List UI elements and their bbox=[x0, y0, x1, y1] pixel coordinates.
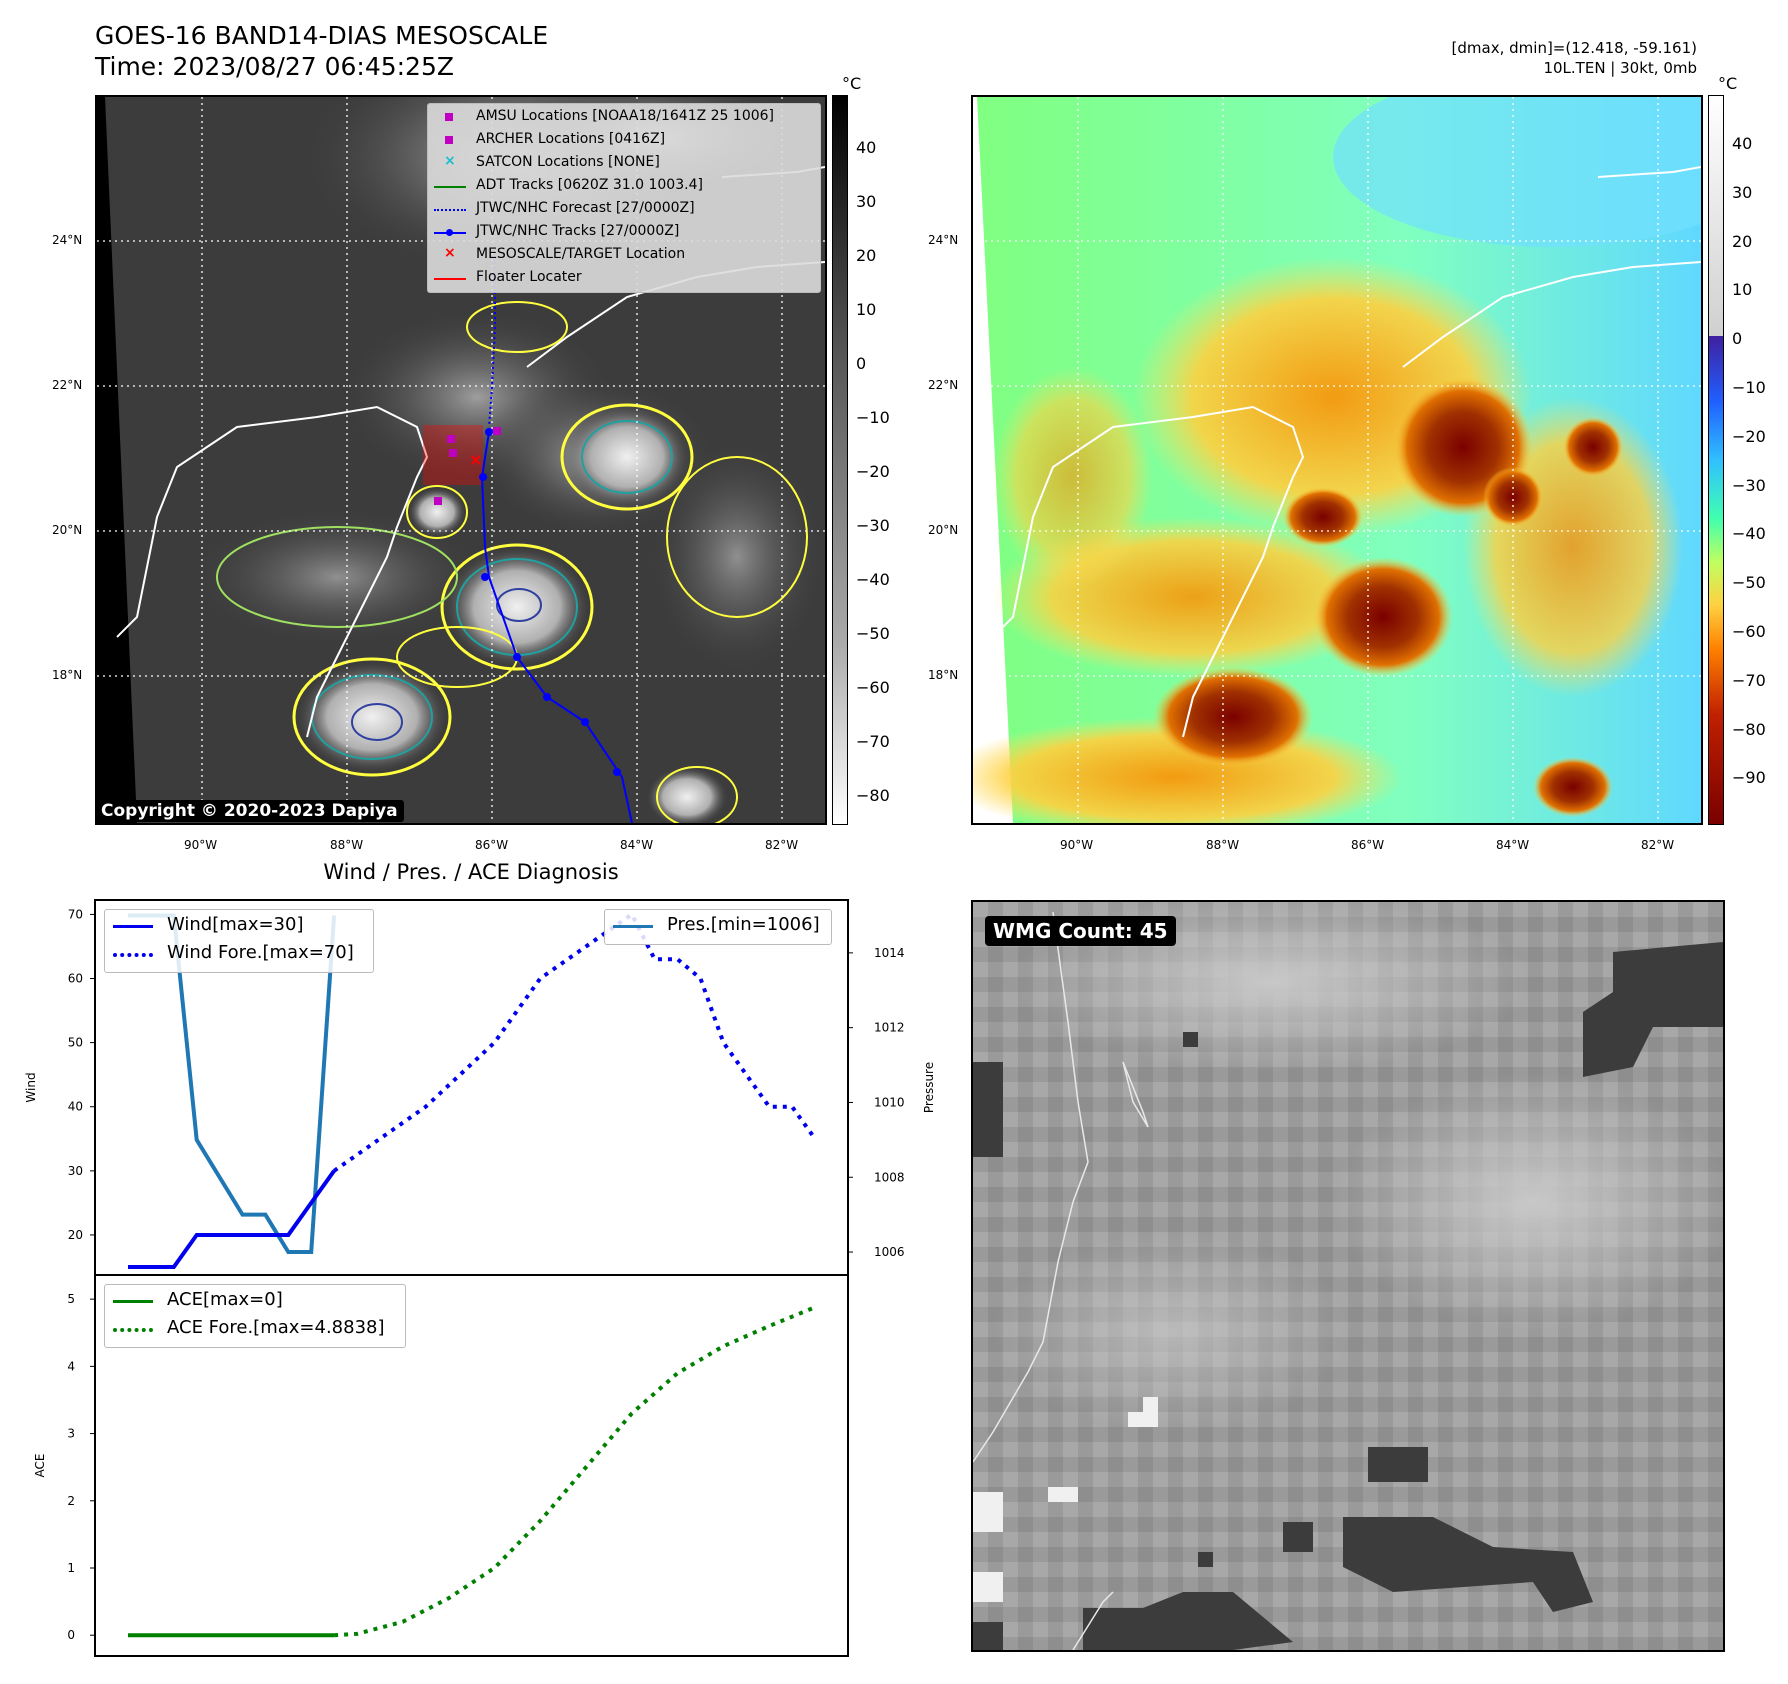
enhanced-colorbar-tick-label: −90 bbox=[1732, 768, 1766, 788]
ace-plot-frame bbox=[94, 1274, 849, 1657]
line-icon bbox=[434, 186, 466, 188]
dmax-dmin-text: [dmax, dmin]=(12.418, -59.161) bbox=[1451, 39, 1697, 57]
ir-colorbar-tick-label: −60 bbox=[856, 678, 890, 697]
x-marker-icon: × bbox=[444, 245, 456, 261]
enhanced-colorbar-unit: °C bbox=[1718, 74, 1738, 93]
title-line-2: Time: 2023/08/27 06:45:25Z bbox=[95, 52, 454, 81]
enhanced-colorbar bbox=[1708, 95, 1724, 825]
ir-colorbar-tick-label: 20 bbox=[856, 246, 877, 265]
ace-axis-label: ACE bbox=[33, 1454, 47, 1478]
pressure-ytick-label: 1006 bbox=[874, 1245, 905, 1259]
ir-colorbar-tick-label: −40 bbox=[856, 570, 890, 589]
ir-colorbar bbox=[832, 95, 848, 825]
ir-colorbar-tick-label: −30 bbox=[856, 516, 890, 535]
enhanced-colorbar-tick-label: −20 bbox=[1732, 426, 1766, 446]
wind-ytick-label: 50 bbox=[68, 1036, 83, 1050]
ir-colorbar-tick-label: −20 bbox=[856, 462, 890, 481]
line-icon bbox=[113, 925, 153, 928]
wind-legend: Wind[max=30] Wind Fore.[max=70] bbox=[104, 909, 374, 973]
enhanced-colorbar-tick-label: −50 bbox=[1732, 573, 1766, 593]
pressure-ytick-label: 1014 bbox=[874, 946, 905, 960]
ace-legend: ACE[max=0] ACE Fore.[max=4.8838] bbox=[104, 1284, 406, 1348]
wmg-panel: WMG Count: 45 bbox=[971, 900, 1725, 1652]
square-icon bbox=[445, 113, 453, 121]
copyright-label: Copyright © 2020-2023 Dapiya bbox=[97, 800, 404, 822]
line-icon bbox=[613, 925, 653, 928]
wind-axis-label: Wind bbox=[24, 1072, 38, 1102]
pressure-ytick-label: 1012 bbox=[874, 1021, 905, 1035]
enhanced-colorbar-tick-label: −10 bbox=[1732, 378, 1766, 397]
dotted-line-icon bbox=[434, 209, 466, 211]
pressure-legend: Pres.[min=1006] bbox=[604, 909, 832, 945]
ir-colorbar-tick-label: 0 bbox=[856, 354, 867, 373]
figure-title: GOES-16 BAND14-DIAS MESOSCALE Time: 2023… bbox=[95, 20, 548, 82]
pressure-ytick-label: 1010 bbox=[874, 1095, 905, 1109]
enhanced-map-image bbox=[973, 97, 1701, 823]
ace-forecast-series-line bbox=[333, 1305, 816, 1638]
ace-ytick-label: 4 bbox=[67, 1359, 75, 1373]
ace-ytick-label: 2 bbox=[67, 1494, 75, 1508]
ace-plot: 5 4 3 2 1 0 ACE bbox=[33, 1274, 849, 1657]
wind-series-line bbox=[128, 1169, 336, 1269]
enhanced-colorbar-tick-label: 30 bbox=[1732, 182, 1753, 202]
ir-colorbar-tick-label: −80 bbox=[856, 786, 890, 805]
wind-forecast-series-line bbox=[332, 911, 817, 1173]
wind-ytick-label: 70 bbox=[68, 907, 83, 921]
storm-info: [dmax, dmin]=(12.418, -59.161) 10L.TEN |… bbox=[1452, 38, 1697, 78]
wind-ytick-label: 30 bbox=[68, 1164, 83, 1178]
ir-map-panel: × AMSU Locations [NOAA18/1641Z 25 1006] … bbox=[95, 95, 827, 825]
pressure-ytick-label: 1008 bbox=[874, 1170, 905, 1184]
enhanced-map-panel bbox=[971, 95, 1703, 825]
ir-colorbar-unit: °C bbox=[842, 74, 862, 93]
wmg-image bbox=[973, 902, 1723, 1650]
ir-colorbar-tick-label: −50 bbox=[856, 624, 890, 643]
enhanced-colorbar-tick-label: −80 bbox=[1732, 719, 1766, 739]
ir-colorbar-tick-label: 30 bbox=[856, 192, 877, 211]
ace-ytick-label: 0 bbox=[67, 1628, 75, 1642]
title-line-1: GOES-16 BAND14-DIAS MESOSCALE bbox=[95, 21, 549, 50]
square-icon bbox=[445, 136, 453, 144]
enhanced-colorbar-tick-label: −30 bbox=[1732, 475, 1766, 495]
enhanced-colorbar-tick-label: 10 bbox=[1732, 280, 1753, 300]
enhanced-colorbar-tick-label: −60 bbox=[1732, 622, 1766, 641]
wind-ytick-label: 60 bbox=[68, 972, 83, 986]
ir-colorbar-tick-label: 40 bbox=[856, 138, 877, 157]
ir-colorbar-tick-label: −70 bbox=[856, 732, 890, 751]
wind-ytick-label: 40 bbox=[68, 1100, 83, 1114]
storm-status-text: 10L.TEN | 30kt, 0mb bbox=[1543, 59, 1697, 77]
line-icon bbox=[113, 1300, 153, 1303]
wmg-count-badge: WMG Count: 45 bbox=[985, 916, 1176, 946]
wind-ytick-label: 20 bbox=[68, 1228, 83, 1242]
enhanced-colorbar-tick-label: −40 bbox=[1732, 524, 1766, 544]
ace-ytick-label: 3 bbox=[67, 1427, 75, 1441]
enhanced-colorbar-tick-label: 20 bbox=[1732, 231, 1753, 251]
enhanced-colorbar-tick-label: −70 bbox=[1732, 670, 1766, 690]
enhanced-colorbar-tick-label: 0 bbox=[1732, 329, 1743, 349]
enhanced-colorbar-tick-label: 40 bbox=[1732, 134, 1753, 153]
pressure-axis-label: Pressure bbox=[922, 1062, 936, 1113]
dotted-line-icon bbox=[113, 953, 153, 957]
line-icon bbox=[434, 278, 466, 280]
dotted-line-icon bbox=[113, 1328, 153, 1332]
ir-legend: AMSU Locations [NOAA18/1641Z 25 1006] AR… bbox=[427, 103, 821, 293]
ir-colorbar-tick-label: −10 bbox=[856, 408, 890, 427]
ace-ytick-label: 1 bbox=[67, 1561, 75, 1575]
diagnosis-title: Wind / Pres. / ACE Diagnosis bbox=[323, 860, 619, 884]
ace-ytick-label: 5 bbox=[67, 1292, 75, 1306]
ir-colorbar-tick-label: 10 bbox=[856, 300, 877, 319]
x-marker-icon: × bbox=[444, 153, 456, 169]
svg-text:×: × bbox=[469, 450, 482, 469]
